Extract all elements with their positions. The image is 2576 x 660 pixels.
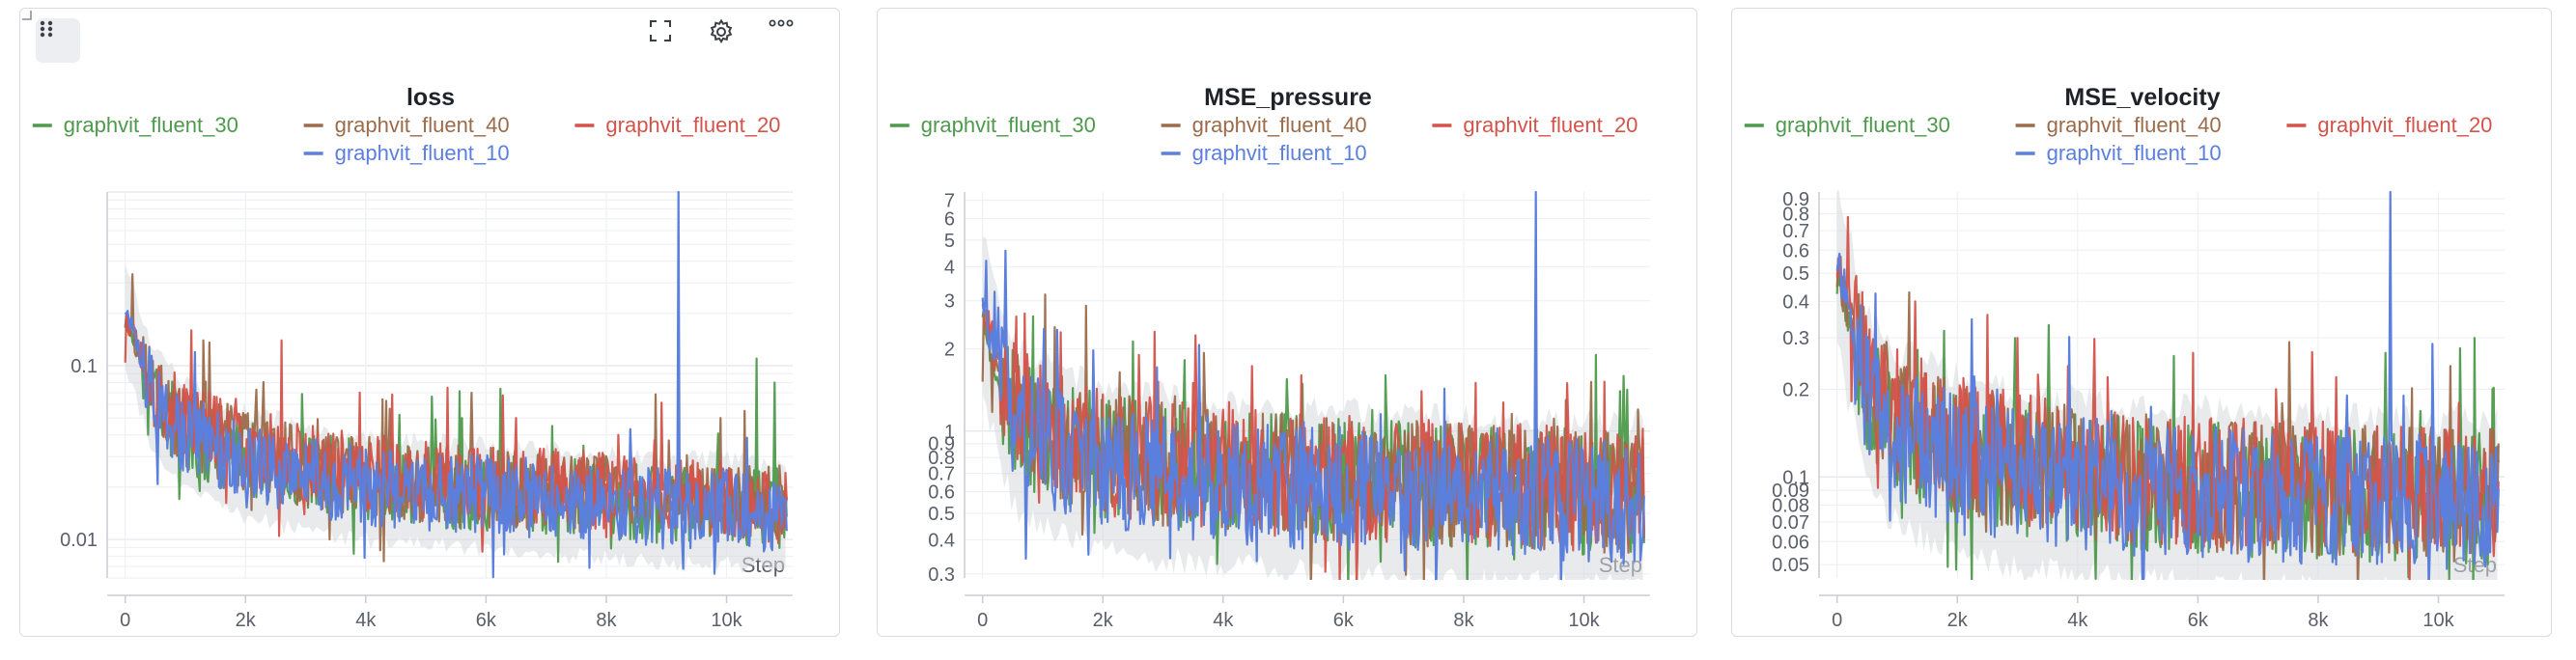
legend-item-graphvit_fluent_30[interactable]: graphvit_fluent_30 [32,113,238,137]
fullscreen-icon [650,20,671,41]
x-tick-label: 2k [236,610,257,631]
legend-label: graphvit_fluent_30 [1776,113,1950,137]
y-tick-label: 3 [944,291,955,313]
y-tick-label: 2 [944,340,955,361]
y-tick-label: 0.4 [928,530,955,551]
y-tick-label: 0.06 [1772,532,1809,553]
y-tick-label: 0.07 [1772,512,1809,534]
y-tick-label: 0.05 [1772,555,1809,576]
y-tick-label: 0.4 [1782,291,1809,313]
settings-button[interactable] [708,18,752,63]
legend-label: graphvit_fluent_40 [335,113,510,137]
legend-item-graphvit_fluent_40[interactable]: graphvit_fluent_40 [1161,113,1367,137]
x-tick-label: 2k [1093,610,1114,631]
chart-title: MSE_pressure [1204,84,1372,111]
x-tick-label: 10k [2422,610,2454,631]
legend-item-graphvit_fluent_10[interactable]: graphvit_fluent_10 [1161,141,1367,165]
legend-item-graphvit_fluent_20[interactable]: graphvit_fluent_20 [2286,113,2492,137]
x-tick-label: 2k [1947,610,1969,631]
more-horizontal-icon [769,19,794,27]
legend-label: graphvit_fluent_20 [605,113,780,137]
x-tick-label: 6k [1333,610,1355,631]
y-tick-label: 0.09 [1772,481,1809,502]
drag-dots-icon [40,20,53,38]
legend-label: graphvit_fluent_20 [2317,113,2492,137]
legend-item-graphvit_fluent_30[interactable]: graphvit_fluent_30 [889,113,1096,137]
x-tick-label: 6k [476,610,497,631]
y-tick-label: 7 [944,190,955,211]
y-tick-label: 4 [944,257,955,278]
plot-area [124,190,788,579]
chart-panel-mse-pressure: MSE_pressure graphvit_fluent_30 graphvit_f… [877,8,1697,637]
y-tick-label: 0.7 [928,464,955,485]
chart-title: MSE_velocity [2064,84,2220,111]
y-tick-label: 0.8 [1782,205,1809,226]
y-tick-label: 5 [944,231,955,252]
y-tick-label: 6 [944,208,955,230]
y-tick-label: 1 [944,422,955,443]
fullscreen-button[interactable] [648,18,692,63]
y-tick-label: 0.5 [928,504,955,525]
x-tick-label: 4k [355,610,377,631]
legend-item-graphvit_fluent_30[interactable]: graphvit_fluent_30 [1744,113,1950,137]
x-tick-label: 0 [120,610,130,631]
x-tick-label: 8k [596,610,617,631]
plot-area [981,190,1645,580]
legend-label: graphvit_fluent_30 [64,113,238,137]
chart-title: loss [406,84,455,111]
legend-item-graphvit_fluent_20[interactable]: graphvit_fluent_20 [574,113,780,137]
y-tick-label: 0.2 [1782,379,1809,400]
y-tick-label: 0.8 [928,448,955,469]
legend-label: graphvit_fluent_20 [1463,113,1638,137]
y-tick-label: 0.3 [1782,328,1809,349]
x-tick-label: 0 [1832,610,1842,631]
legend-label: graphvit_fluent_10 [1192,141,1367,165]
legend-item-graphvit_fluent_40[interactable]: graphvit_fluent_40 [2015,113,2222,137]
mse-pressure-chart: MSE_pressure graphvit_fluent_30 graphvit_f… [889,84,1650,631]
y-tick-label: 0.9 [928,434,955,455]
plot-area [1835,190,2500,580]
x-tick-label: 4k [2067,610,2088,631]
gear-icon [710,18,733,43]
mse-velocity-chart: MSE_velocity graphvit_fluent_30 graphvit_f… [1744,84,2505,631]
x-tick-label: 10k [1568,610,1600,631]
y-tick-label: 0.08 [1772,496,1809,517]
x-tick-label: 6k [2188,610,2209,631]
x-tick-label: 4k [1213,610,1234,631]
loss-chart: loss graphvit_fluent_30 graphvit_fluent_40… [32,84,793,631]
x-tick-label: 8k [2308,610,2329,631]
y-tick-label: 0.7 [1782,221,1809,242]
x-tick-label: 0 [977,610,988,631]
legend-label: graphvit_fluent_10 [335,141,510,165]
legend-item-graphvit_fluent_40[interactable]: graphvit_fluent_40 [303,113,510,137]
y-tick-label: 0.9 [1782,189,1809,210]
resize-handle-icon[interactable] [20,9,32,20]
y-tick-label: 0.1 [1782,467,1809,488]
legend-label: graphvit_fluent_30 [921,113,1096,137]
legend-item-graphvit_fluent_20[interactable]: graphvit_fluent_20 [1432,113,1638,137]
chart-panel-loss: loss graphvit_fluent_30 graphvit_fluent_40… [19,8,840,637]
legend-item-graphvit_fluent_10[interactable]: graphvit_fluent_10 [2015,141,2222,165]
x-tick-label: 10k [711,610,742,631]
more-options-button[interactable] [768,18,812,63]
y-tick-label: 0.6 [1782,240,1809,261]
legend-item-graphvit_fluent_10[interactable]: graphvit_fluent_10 [303,141,510,165]
series-line-graphvit_fluent_10 [124,190,788,579]
y-tick-label: 0.6 [928,482,955,504]
y-tick-label: 0.1 [70,356,98,377]
y-tick-label: 0.01 [60,530,98,551]
y-tick-label: 0.3 [928,564,955,586]
series-line-graphvit_fluent_10 [1835,190,2500,580]
legend-label: graphvit_fluent_40 [1192,113,1367,137]
legend-label: graphvit_fluent_10 [2047,141,2222,165]
series-line-graphvit_fluent_10 [981,190,1645,580]
chart-panel-mse-velocity: MSE_velocity graphvit_fluent_30 graphvit_f… [1731,8,2552,637]
drag-handle[interactable] [36,18,80,63]
x-tick-label: 8k [1453,610,1474,631]
legend-label: graphvit_fluent_40 [2047,113,2222,137]
y-tick-label: 0.5 [1782,263,1809,285]
